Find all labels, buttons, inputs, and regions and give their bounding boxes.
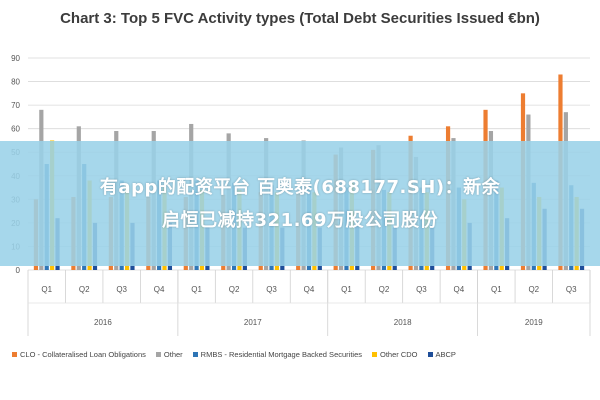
x-tick-label: Q1 (41, 285, 52, 294)
x-tick-label: Q2 (379, 285, 390, 294)
x-tick-label: Q3 (266, 285, 277, 294)
legend-label: Other CDO (380, 350, 418, 359)
year-label: 2016 (94, 318, 112, 327)
x-tick-label: Q1 (341, 285, 352, 294)
x-tick-label: Q3 (566, 285, 577, 294)
x-tick-label: Q1 (491, 285, 502, 294)
legend-label: CLO - Collateralised Loan Obligations (20, 350, 146, 359)
year-label: 2018 (394, 318, 412, 327)
x-tick-label: Q4 (454, 285, 465, 294)
x-tick-label: Q1 (191, 285, 202, 294)
x-tick-label: Q4 (154, 285, 165, 294)
legend-swatch (12, 352, 17, 357)
year-label: 2017 (244, 318, 262, 327)
y-tick-label: 70 (11, 101, 20, 110)
chart-legend: CLO - Collateralised Loan Obligations Oth… (12, 350, 600, 359)
legend-swatch (427, 352, 433, 357)
chart-title: Chart 3: Top 5 FVC Activity types (Total… (60, 10, 540, 27)
x-tick-label: Q2 (229, 285, 240, 294)
x-tick-label: Q4 (304, 285, 315, 294)
legend-item: RMBS - Residential Mortgage Backed Secur… (192, 350, 362, 359)
legend-item: ABCP (427, 350, 456, 359)
overlay-line-2: 启恒已减持321.69万股公司股份 (162, 209, 438, 231)
y-tick-label: 90 (11, 54, 20, 63)
legend-label: Other (163, 350, 183, 359)
overlay-line-1: 有app的配资平台 百奥泰(688177.SH)：新余 (99, 176, 501, 198)
legend-swatch (192, 352, 198, 357)
x-tick-label: Q3 (416, 285, 427, 294)
y-tick-label: 80 (11, 78, 20, 87)
x-tick-label: Q2 (79, 285, 90, 294)
overlay-banner: 有app的配资平台 百奥泰(688177.SH)：新余 启恒已减持321.69万… (0, 141, 600, 266)
x-tick-label: Q2 (528, 285, 539, 294)
legend-swatch (372, 352, 377, 357)
y-tick-label: 60 (11, 125, 20, 134)
year-label: 2019 (525, 318, 543, 327)
x-tick-label: Q3 (116, 285, 127, 294)
legend-item: Other CDO (372, 350, 418, 359)
legend-swatch (155, 352, 161, 357)
legend-item: CLO - Collateralised Loan Obligations (12, 350, 146, 359)
legend-label: RMBS - Residential Mortgage Backed Secur… (200, 350, 362, 359)
legend-label: ABCP (435, 350, 456, 359)
y-tick-label: 0 (16, 266, 21, 275)
legend-item: Other (155, 350, 183, 359)
